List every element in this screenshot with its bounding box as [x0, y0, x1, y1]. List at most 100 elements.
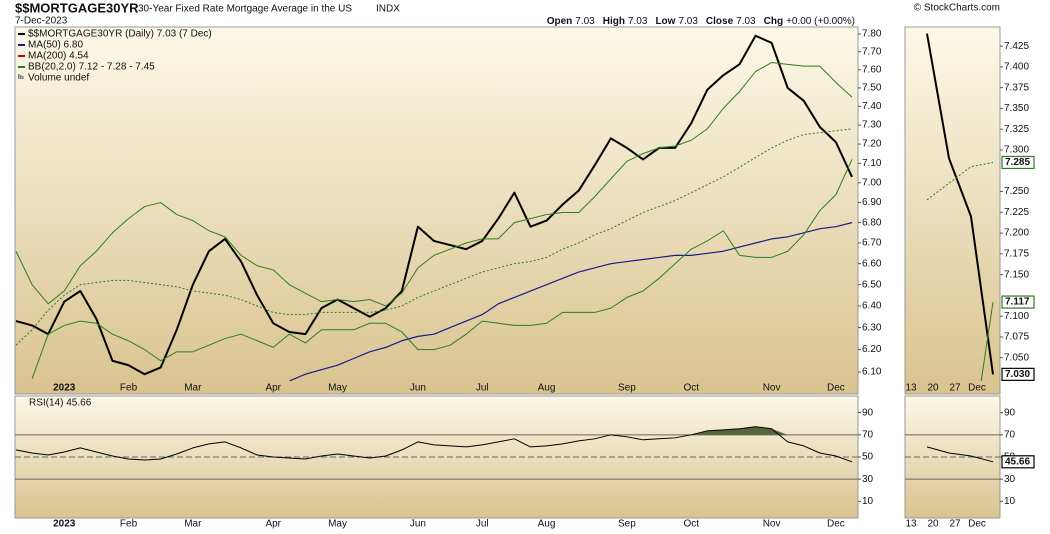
- y-tick-label: 7.225: [1004, 207, 1029, 218]
- value-label: 7.030: [1005, 369, 1030, 380]
- value-label: 7.285: [1005, 157, 1030, 168]
- value-badge: [1001, 455, 1035, 469]
- y-tick-label: 6.50: [862, 279, 882, 290]
- x-tick-label: 20: [927, 383, 939, 394]
- x-tick-label: Nov: [763, 519, 781, 530]
- x-tick-label: Feb: [120, 519, 138, 530]
- x-tick-label: Jun: [410, 519, 426, 530]
- x-tick-label: 27: [949, 383, 961, 394]
- date: 7-Dec-2023: [15, 16, 68, 27]
- y-tick-label: 7.075: [1004, 332, 1029, 343]
- y-tick-label: 7.50: [862, 83, 882, 94]
- legend-label: MA(50) 6.80: [28, 40, 83, 51]
- series-line: [15, 426, 853, 463]
- x-tick-label: Jul: [476, 519, 489, 530]
- y-tick-label: 50: [862, 452, 874, 463]
- y-tick-label: 30: [1004, 474, 1016, 485]
- x-tick-label: Jul: [476, 383, 489, 394]
- y-tick-label: 7.250: [1004, 186, 1029, 197]
- y-tick-label: 6.30: [862, 322, 882, 333]
- y-tick-label: 6.20: [862, 344, 882, 355]
- quote-label: Close: [706, 16, 734, 27]
- legend-label: BB(20,2.0) 7.12 - 7.28 - 7.45: [28, 62, 155, 73]
- y-tick-label: 7.30: [862, 120, 882, 131]
- y-tick-label: 7.350: [1004, 103, 1029, 114]
- y-tick-label: 7.050: [1004, 352, 1029, 363]
- zoom-panel: [904, 26, 1001, 395]
- exchange: INDX: [376, 4, 400, 15]
- value-badge: [1001, 155, 1035, 170]
- y-tick-label: 7.70: [862, 46, 882, 57]
- x-tick-label: Nov: [763, 383, 781, 394]
- legend-icon: [20, 75, 22, 79]
- x-tick-label: Aug: [538, 383, 556, 394]
- y-tick-label: 90: [862, 407, 874, 418]
- y-tick-label: 7.10: [862, 158, 882, 169]
- value-label: 45.66: [1005, 456, 1030, 467]
- x-tick-label: 2023: [53, 519, 76, 530]
- quote: Open 7.03 High 7.03 Low 7.03 Close 7.03 Chg +0.00…: [547, 16, 855, 27]
- series-line: [289, 222, 853, 381]
- panel-title: RSI(14) 45.66: [29, 398, 92, 409]
- x-tick-label: Feb: [120, 383, 138, 394]
- series-line: [926, 161, 994, 201]
- series-line: [926, 33, 994, 375]
- y-tick-label: 70: [1004, 429, 1016, 440]
- legend-icon: [18, 74, 20, 79]
- x-tick-label: 13: [905, 383, 917, 394]
- y-tick-label: 7.400: [1004, 62, 1029, 73]
- x-tick-label: Mar: [184, 519, 202, 530]
- y-tick-label: 7.375: [1004, 82, 1029, 93]
- quote-label: Chg: [764, 16, 783, 27]
- x-tick-label: May: [328, 383, 347, 394]
- x-tick-label: Dec: [827, 519, 845, 530]
- x-tick-label: Dec: [968, 383, 986, 394]
- x-tick-label: Mar: [184, 383, 202, 394]
- y-tick-label: 6.90: [862, 197, 882, 208]
- x-tick-label: Dec: [968, 519, 986, 530]
- x-tick-label: Apr: [265, 519, 281, 530]
- price-panel: [14, 26, 859, 395]
- y-tick-label: 30: [862, 474, 874, 485]
- value-badge: [1001, 295, 1035, 309]
- y-tick-label: 7.100: [1004, 311, 1029, 322]
- description: 30-Year Fixed Rate Mortgage Average in t…: [138, 4, 352, 15]
- y-tick-label: 6.40: [862, 301, 882, 312]
- legend-label: $$MORTGAGE30YR (Daily) 7.03 (7 Dec): [28, 29, 212, 40]
- quote-value: 7.03: [736, 16, 756, 27]
- plot-area: [926, 446, 994, 463]
- x-tick-label: 13: [905, 519, 917, 530]
- plot-area: [15, 426, 853, 463]
- y-tick-label: 7.80: [862, 29, 882, 40]
- series-line: [980, 301, 994, 381]
- y-tick-label: 7.40: [862, 101, 882, 112]
- plot-area: [15, 34, 853, 381]
- y-tick-label: 6.60: [862, 258, 882, 269]
- series-line: [31, 159, 853, 379]
- quote-value: +0.00 (+0.00%): [786, 16, 855, 27]
- quote-label: Open: [547, 16, 573, 27]
- y-tick-label: 7.20: [862, 139, 882, 150]
- plot-area: [926, 33, 994, 381]
- value-badge: [1001, 367, 1035, 381]
- series-line: [926, 446, 994, 463]
- symbol: $$MORTGAGE30YR: [15, 0, 139, 15]
- x-tick-label: 20: [927, 519, 939, 530]
- legend-icon: [22, 76, 24, 79]
- x-tick-label: 2023: [53, 383, 76, 394]
- y-tick-label: 70: [862, 429, 874, 440]
- x-tick-label: Apr: [265, 383, 281, 394]
- y-tick-label: 10: [1004, 496, 1016, 507]
- y-tick-label: 6.70: [862, 238, 882, 249]
- x-tick-label: May: [328, 519, 347, 530]
- y-tick-label: 7.200: [1004, 228, 1029, 239]
- y-tick-label: 7.60: [862, 64, 882, 75]
- y-tick-label: 6.80: [862, 217, 882, 228]
- y-tick-label: 7.425: [1004, 41, 1029, 52]
- x-tick-label: Oct: [683, 383, 699, 394]
- x-tick-label: Dec: [827, 383, 845, 394]
- quote-value: 7.03: [678, 16, 698, 27]
- x-tick-label: Jun: [410, 383, 426, 394]
- y-tick-label: 7.325: [1004, 124, 1029, 135]
